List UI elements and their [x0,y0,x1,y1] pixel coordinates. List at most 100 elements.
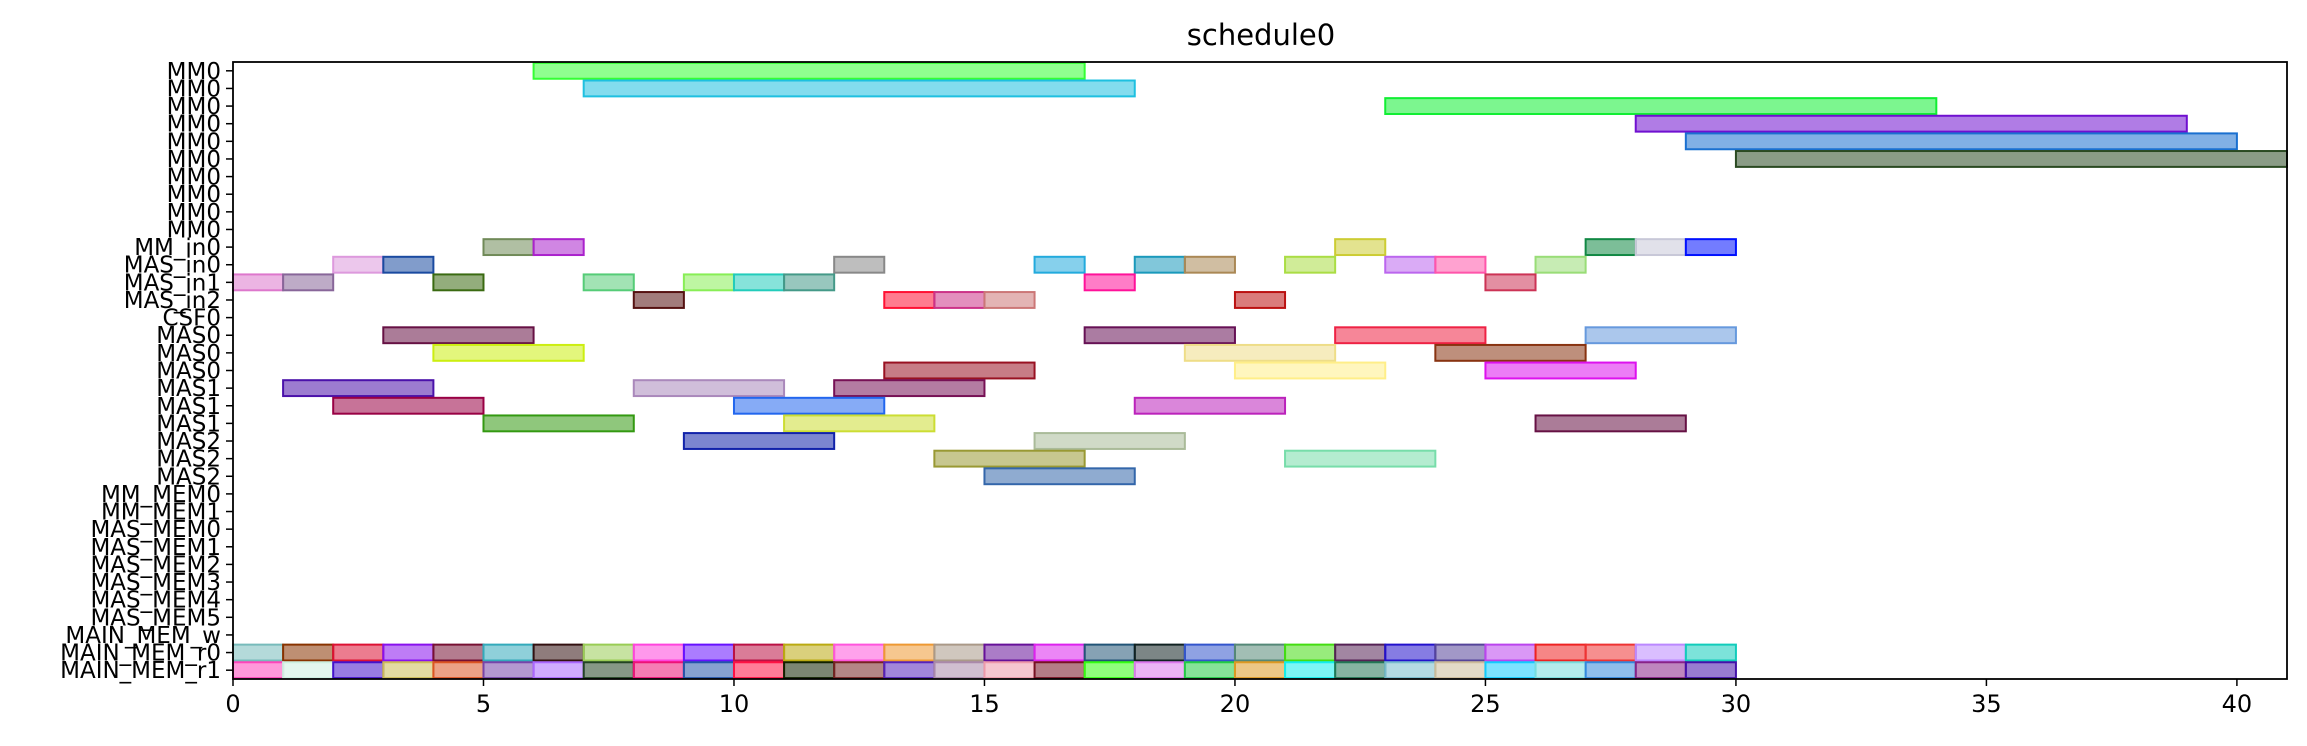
y-tick-label: MM0 [167,112,221,138]
gantt-bar [632,661,685,680]
gantt-bar [732,661,786,680]
gantt-bar [1434,255,1487,274]
gantt-bar [482,414,635,433]
gantt-bar [482,643,535,662]
x-axis: 0 5 10 15 20 25 30 35 40 [225,679,2252,718]
x-tick-label: 25 [1470,690,1501,718]
y-tick-label: MM_in0 [134,235,221,261]
gantt-bar [582,79,1136,98]
gantt-bar [1233,643,1287,662]
gantt-bar [1334,661,1387,680]
gantt-bar [883,643,936,662]
gantt-bar [282,273,335,292]
y-tick-label: MAS2 [156,447,221,473]
y-tick-label: MAS1 [156,394,221,420]
y-axis: MM0MM0MM0MM0MM0MM0MM0MM0MM0MM0MM_in0MAS_… [60,59,233,684]
y-tick-label: MM0 [167,200,221,226]
gantt-bar [732,396,886,415]
gantt-bar [432,661,485,680]
bars-layer [232,61,2289,680]
gantt-bar [532,643,585,662]
y-tick-label: MAS_in1 [124,270,221,296]
y-tick-label: MAS1 [156,411,221,437]
gantt-bar [482,238,535,257]
gantt-bar [1534,414,1687,433]
y-tick-label: MM0 [167,94,221,120]
gantt-bar [582,661,635,680]
gantt-bar [1233,661,1287,680]
gantt-bar [783,661,836,680]
gantt-bar [1284,449,1437,468]
gantt-bar [1484,273,1537,292]
gantt-bar [1284,643,1337,662]
y-tick-label: MAIN_MEM_r0 [60,641,221,667]
gantt-bar [432,273,485,292]
gantt-bar [1183,255,1236,274]
gantt-bar [382,326,535,345]
gantt-bar [783,273,836,292]
gantt-bar [1634,661,1687,680]
gantt-bar [232,273,285,292]
gantt-bar [833,379,986,398]
gantt-bar [332,396,485,415]
gantt-bar [482,661,535,680]
y-tick-label: MAS_in0 [124,253,221,279]
gantt-bar [1634,114,2188,133]
y-tick-label: MAS_MEM5 [90,605,221,631]
gantt-bar [1584,238,1637,257]
y-tick-label: MAS_MEM3 [90,570,221,596]
y-tick-label: MM0 [167,165,221,191]
y-tick-label: MM_MEM0 [101,482,221,508]
gantt-bar [833,661,886,680]
gantt-bar [1534,643,1587,662]
x-tick-label: 5 [476,690,491,718]
gantt-bar [883,661,936,680]
gantt-bar [532,661,585,680]
gantt-bar [1584,661,1637,680]
gantt-bar [1684,238,1737,257]
gantt-bar [1183,661,1236,680]
gantt-bar [282,661,335,680]
x-tick-label: 10 [719,690,750,718]
gantt-bar [933,661,986,680]
gantt-bar [883,361,1036,380]
gantt-bar [1534,255,1587,274]
gantt-bar [1484,643,1537,662]
gantt-bar [1033,432,1186,450]
gantt-bar [1434,643,1487,662]
y-tick-label: CSF0 [162,306,221,332]
gantt-bar [532,238,585,257]
gantt-bar [632,291,685,309]
x-tick-label: 35 [1971,690,2002,718]
gantt-bar [532,61,1086,80]
gantt-bar [582,273,635,292]
gantt-bar [1284,255,1337,274]
y-tick-label: MM0 [167,182,221,208]
x-tick-label: 40 [2222,690,2253,718]
y-tick-label: MM0 [167,59,221,85]
y-tick-label: MM0 [167,147,221,173]
gantt-bar [282,379,435,398]
x-tick-label: 20 [1220,690,1251,718]
gantt-bar [232,661,285,680]
gantt-bar [1384,255,1437,274]
y-tick-label: MAS_in2 [124,288,221,314]
gantt-bar [1133,396,1287,415]
y-tick-label: MAS_MEM2 [90,552,221,578]
gantt-bar [632,379,786,398]
gantt-bar [1233,291,1287,309]
gantt-bar [1434,343,1587,362]
gantt-bar [332,255,385,274]
gantt-bar [1183,343,1337,362]
gantt-bar [332,643,385,662]
gantt-bar [1133,643,1186,662]
gantt-bar [232,643,285,662]
x-tick-label: 15 [969,690,1000,718]
y-tick-label: MM_MEM1 [101,500,221,526]
y-tick-label: MAS0 [156,359,221,385]
gantt-bar [1334,238,1387,257]
gantt-bar [1534,661,1587,680]
gantt-bar [382,255,435,274]
gantt-bar [582,643,635,662]
y-tick-label: MM0 [167,217,221,243]
